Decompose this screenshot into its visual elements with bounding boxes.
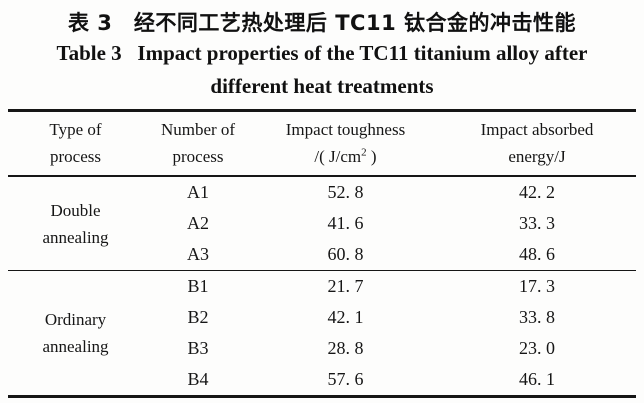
impact-properties-table: Type of process Number of process Impact… xyxy=(8,109,636,398)
header-impact-toughness-line1: Impact toughness xyxy=(285,120,406,139)
impact-absorbed-energy-value: 42. 2 xyxy=(519,182,555,202)
impact-toughness-value: 21. 7 xyxy=(327,276,364,296)
impact-toughness-value: 42. 1 xyxy=(327,307,364,327)
unit-suffix: ) xyxy=(366,147,377,166)
process-number: A2 xyxy=(187,213,209,233)
unit-superscript: 2 xyxy=(361,146,367,159)
header-type-of-process-line2: process xyxy=(50,147,101,166)
impact-toughness-value: 57. 6 xyxy=(327,369,364,389)
table-row: A3 60. 8 48. 6 xyxy=(8,239,636,271)
header-number-of-process-line2: process xyxy=(172,147,224,166)
header-type-of-process-line1: Type of xyxy=(49,120,102,139)
impact-toughness-value: 52. 8 xyxy=(327,182,364,202)
process-number: A1 xyxy=(187,182,209,202)
table-row: B2 42. 1 33. 8 xyxy=(8,302,636,333)
process-number: A3 xyxy=(187,244,209,264)
impact-absorbed-energy-value: 17. 3 xyxy=(519,276,555,296)
process-number: B1 xyxy=(187,276,209,296)
group-double-annealing: Double annealing A1 52. 8 42. 2 A2 41. 6… xyxy=(8,176,636,271)
group-label-double-annealing: Double annealing xyxy=(8,176,143,271)
table-row: A2 41. 6 33. 3 xyxy=(8,208,636,239)
table-caption-english-line2: different heat treatments xyxy=(210,74,434,98)
process-number: B3 xyxy=(187,338,209,358)
header-row: Type of process Number of process Impact… xyxy=(8,111,636,177)
header-impact-toughness-unit: /( J/cm2 ) xyxy=(253,143,438,170)
group-label-ordinary-annealing: Ordinary annealing xyxy=(8,271,143,397)
impact-absorbed-energy-value: 33. 8 xyxy=(519,307,555,327)
group-ordinary-annealing: Ordinary annealing B1 21. 7 17. 3 B2 42.… xyxy=(8,271,636,397)
group-label-line2: annealing xyxy=(42,227,109,247)
group-label-line1: Double xyxy=(50,200,101,220)
group-label-line1: Ordinary xyxy=(44,310,107,329)
group-label-line2: annealing xyxy=(42,337,109,356)
table-row: B4 57. 6 46. 1 xyxy=(8,364,636,397)
impact-absorbed-energy-value: 48. 6 xyxy=(519,244,555,264)
header-number-of-process: Number of process xyxy=(143,111,253,177)
unit-prefix: /( J/cm xyxy=(314,147,362,166)
header-impact-absorbed-energy-line1: Impact absorbed xyxy=(480,120,594,139)
table-caption-chinese: 表 3 经不同工艺热处理后 TC11 钛合金的冲击性能 xyxy=(67,11,576,35)
impact-toughness-value: 28. 8 xyxy=(327,338,364,358)
impact-absorbed-energy-value: 23. 0 xyxy=(519,338,555,358)
header-impact-absorbed-energy: Impact absorbed energy/J xyxy=(438,111,636,177)
table-row: Double annealing A1 52. 8 42. 2 xyxy=(8,176,636,247)
header-type-of-process: Type of process xyxy=(8,111,143,177)
header-impact-absorbed-energy-line2: energy/J xyxy=(508,147,566,166)
table-row: B3 28. 8 23. 0 xyxy=(8,333,636,364)
header-impact-toughness: Impact toughness /( J/cm2 ) xyxy=(253,111,438,177)
header-number-of-process-line1: Number of xyxy=(160,120,236,139)
table-caption-english-line1: Table 3 Impact properties of the TC11 ti… xyxy=(56,41,588,65)
process-number: B4 xyxy=(187,369,209,389)
impact-absorbed-energy-value: 46. 1 xyxy=(519,369,555,389)
impact-absorbed-energy-value: 33. 3 xyxy=(519,213,555,233)
impact-toughness-value: 41. 6 xyxy=(327,213,364,233)
impact-toughness-value: 60. 8 xyxy=(327,244,364,264)
process-number: B2 xyxy=(187,307,209,327)
table-row: Ordinary annealing B1 21. 7 17. 3 xyxy=(8,271,636,356)
